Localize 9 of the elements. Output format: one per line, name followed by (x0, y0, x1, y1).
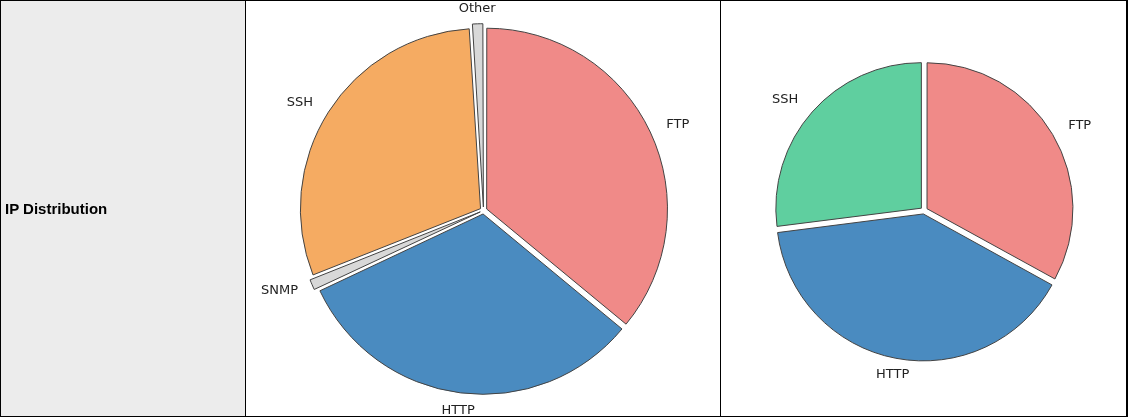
slice-label: SSH (772, 91, 799, 107)
slice-label: SSH (286, 93, 313, 109)
slice-label: HTTP (441, 402, 475, 417)
slice-label: HTTP (875, 366, 910, 382)
slice-label: FTP (1068, 116, 1092, 132)
slice-label: FTP (666, 115, 690, 131)
slice-label: Other (458, 0, 497, 15)
slice-label: SNMP (261, 282, 299, 298)
text: IP Distribution (4, 200, 108, 217)
